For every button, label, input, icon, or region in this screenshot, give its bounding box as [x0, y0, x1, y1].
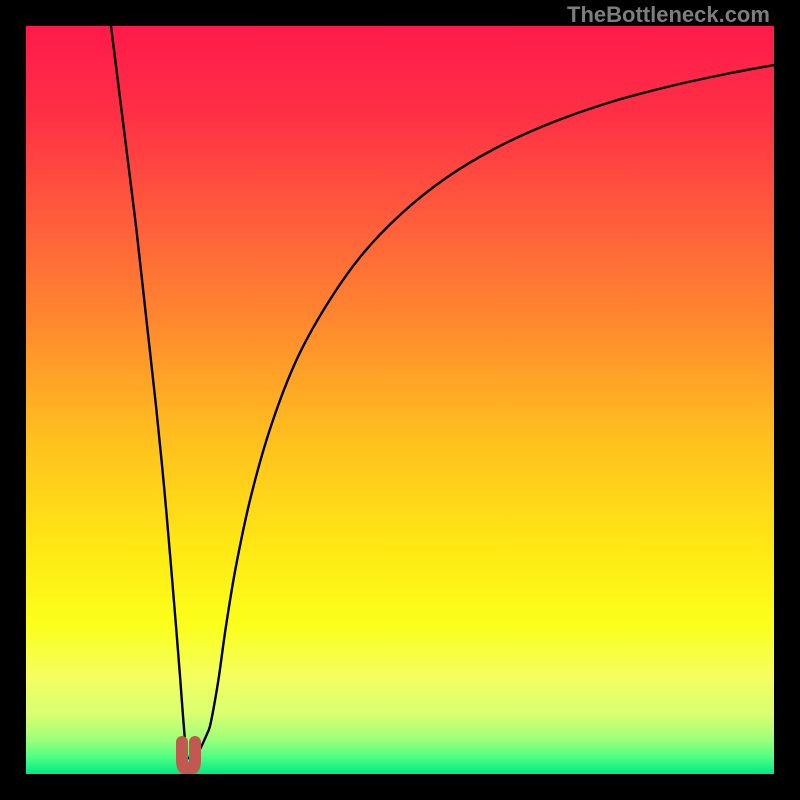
background-gradient [26, 26, 774, 774]
plot-area [26, 26, 774, 774]
watermark-text: TheBottleneck.com [567, 2, 770, 28]
chart-svg [26, 26, 774, 774]
